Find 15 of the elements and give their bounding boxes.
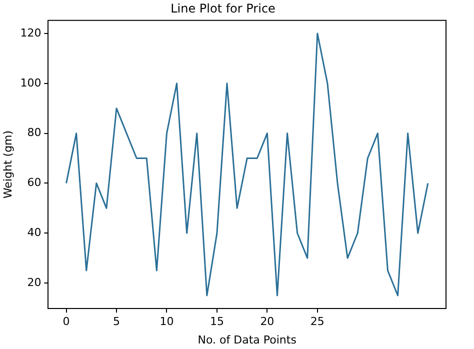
y-tick-label: 40 <box>27 226 42 239</box>
y-tick-label: 100 <box>20 76 42 90</box>
y-tick-label: 20 <box>27 276 42 289</box>
y-tick-label: 80 <box>27 126 42 140</box>
y-tick-label: 60 <box>27 176 42 190</box>
y-tick-label: 120 <box>20 26 42 40</box>
chart-title: Line Plot for Price <box>170 1 276 16</box>
x-tick-label: 20 <box>260 315 274 328</box>
x-tick-label: 5 <box>113 315 120 328</box>
x-tick-label: 25 <box>310 315 324 328</box>
x-tick-label: 0 <box>62 315 70 328</box>
x-tick-label: 10 <box>160 315 174 328</box>
x-axis-title: No. of Data Points <box>198 333 297 346</box>
x-tick-label: 15 <box>210 315 224 328</box>
y-axis-title: Weight (gm) <box>1 130 14 199</box>
